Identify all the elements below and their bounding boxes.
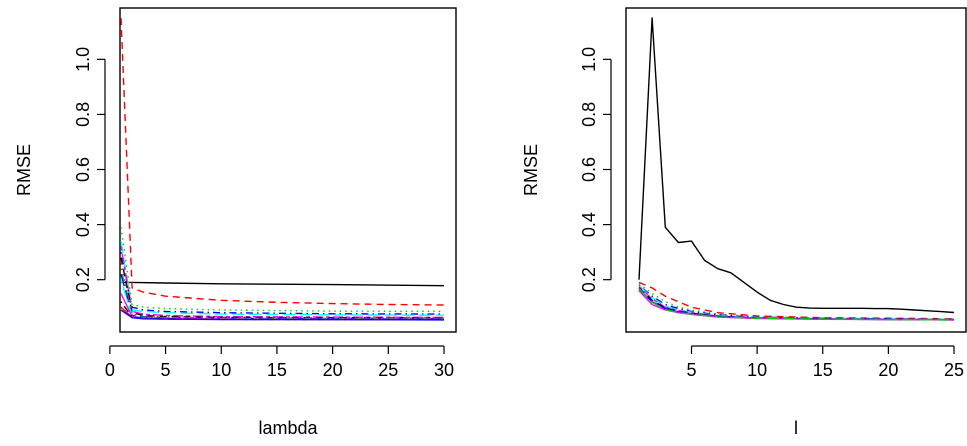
y-tick-label: 0.6 [579, 157, 599, 182]
y-tick-label: 1.0 [579, 47, 599, 72]
y-axis-title: RMSE [521, 144, 541, 196]
series-line-1 [121, 281, 445, 287]
series-line-2 [120, 17, 445, 306]
series-layer [638, 17, 955, 321]
y-tick-label: 1.0 [73, 47, 93, 72]
y-axis: 0.2 0.4 0.6 0.8 1.0 [73, 47, 106, 292]
y-tick-label: 0.2 [73, 267, 93, 292]
series-line-7 [120, 257, 445, 319]
series-line-6 [120, 246, 445, 319]
x-tick-label: 10 [211, 360, 231, 380]
y-tick-label: 0.8 [579, 102, 599, 127]
x-axis-title: l [794, 418, 798, 438]
series-line-8 [120, 263, 445, 319]
plot-frame [119, 7, 457, 333]
series-line-1 [638, 17, 955, 314]
y-tick-label: 0.6 [73, 157, 93, 182]
y-axis-title: RMSE [14, 144, 34, 196]
series-line-3 [638, 283, 955, 320]
y-axis: 0.2 0.4 0.6 0.8 1.0 [579, 47, 612, 292]
series-layer [120, 17, 445, 321]
x-tick-label: 25 [378, 360, 398, 380]
x-tick-label: 15 [267, 360, 287, 380]
series-line-3 [120, 227, 445, 313]
x-tick-label: 5 [686, 360, 696, 380]
x-axis-title: lambda [258, 418, 318, 438]
chart-panel-l: 5 10 15 20 25 0.2 0.4 0.6 0.8 1.0 l RMSE [521, 7, 967, 438]
series-line-6 [638, 286, 955, 321]
y-tick-label: 0.4 [579, 212, 599, 237]
x-axis: 0 5 10 15 20 25 30 [105, 345, 454, 380]
y-tick-label: 0.8 [73, 102, 93, 127]
series-line-10 [638, 288, 955, 321]
y-tick-label: 0.4 [73, 212, 93, 237]
x-tick-label: 15 [813, 360, 833, 380]
x-tick-label: 25 [944, 360, 964, 380]
x-tick-label: 5 [161, 360, 171, 380]
y-tick-label: 0.2 [579, 267, 599, 292]
x-axis: 5 10 15 20 25 [686, 345, 964, 380]
series-line-7 [638, 287, 955, 321]
x-tick-label: 0 [105, 360, 115, 380]
x-tick-label: 10 [747, 360, 767, 380]
series-line-15 [120, 309, 445, 321]
series-line-4 [120, 251, 445, 315]
chart-panel-lambda: 0 5 10 15 20 25 30 0.2 0.4 0.6 0.8 1.0 lambda RMSE [14, 7, 457, 438]
plot-frame [625, 7, 967, 333]
x-tick-label: 30 [434, 360, 454, 380]
x-tick-label: 20 [323, 360, 343, 380]
x-tick-label: 20 [878, 360, 898, 380]
